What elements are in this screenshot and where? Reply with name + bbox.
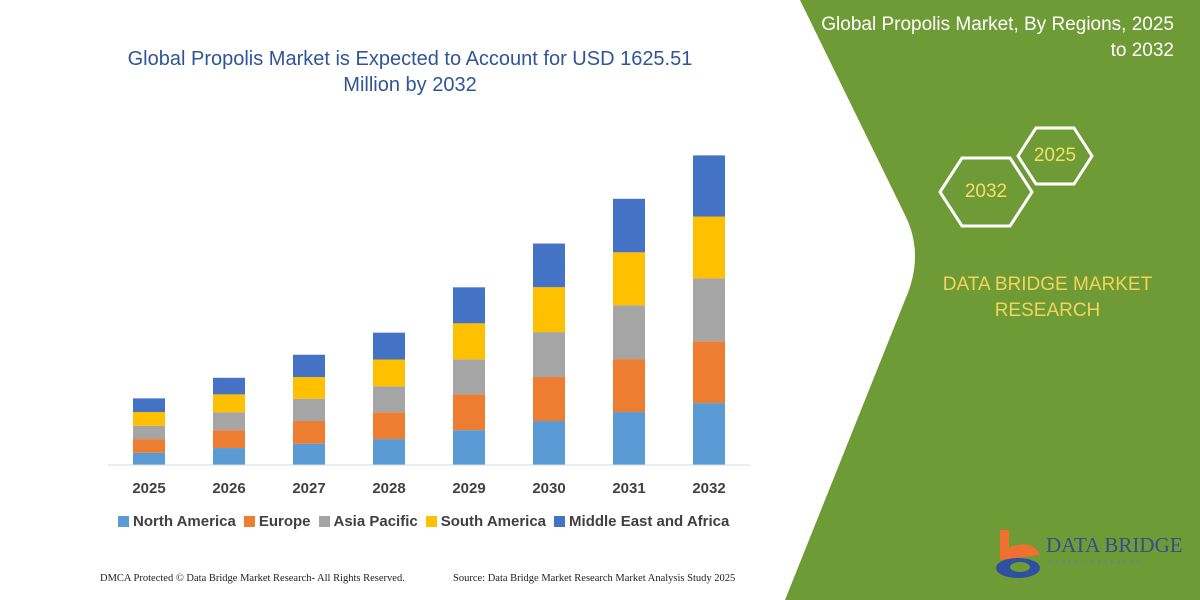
legend-item: Asia Pacific — [318, 513, 418, 530]
bar-2029-north-america — [453, 430, 485, 465]
bar-2031-south-america — [613, 252, 645, 306]
bar-2029-asia-pacific — [453, 359, 485, 395]
source-note: Source: Data Bridge Market Research Mark… — [453, 573, 736, 584]
bar-2029-europe — [453, 394, 485, 431]
legend: North America Europe Asia Pacific South Ame… — [118, 513, 729, 530]
legend-label: South America — [440, 513, 547, 530]
legend-item: North America — [118, 513, 236, 530]
bar-2025-north-america — [133, 452, 165, 465]
bar-2025-europe — [133, 439, 165, 453]
x-tick-label: 2026 — [212, 480, 246, 497]
bar-2031-middle-east-and-africa — [613, 198, 645, 253]
bar-2032-south-america — [693, 216, 725, 279]
bar-2027-europe — [293, 421, 325, 444]
bar-2026-south-america — [213, 394, 245, 413]
hexagon-2032 — [938, 156, 1034, 228]
bar-2026-asia-pacific — [213, 412, 245, 431]
x-tick-label: 2028 — [372, 480, 406, 497]
bar-2027-asia-pacific — [293, 398, 325, 422]
legend-label: Asia Pacific — [333, 513, 418, 530]
legend-item: Middle East and Africa — [554, 513, 729, 530]
bar-2027-south-america — [293, 377, 325, 399]
bar-2025-middle-east-and-africa — [133, 398, 165, 413]
bar-2028-south-america — [373, 359, 405, 387]
bar-2025-asia-pacific — [133, 425, 165, 440]
x-tick-label: 2025 — [132, 480, 166, 497]
logo-icon — [996, 530, 1040, 578]
legend-swatch — [243, 516, 255, 527]
legend-label: Europe — [258, 513, 311, 530]
copyright-note: DMCA Protected © Data Bridge Market Rese… — [100, 573, 405, 584]
bar-2031-europe — [613, 359, 645, 413]
bar-2030-europe — [533, 377, 565, 422]
bar-2032-north-america — [693, 403, 725, 465]
x-tick-label: 2030 — [532, 480, 566, 497]
bar-2027-north-america — [293, 443, 325, 465]
bar-2029-south-america — [453, 323, 485, 360]
x-tick-label: 2031 — [612, 480, 646, 497]
bar-2031-asia-pacific — [613, 305, 645, 360]
bar-2028-north-america — [373, 439, 405, 465]
bar-2028-europe — [373, 412, 405, 440]
bar-2030-asia-pacific — [533, 332, 565, 378]
x-tick-label: 2032 — [692, 480, 726, 497]
bar-2027-middle-east-and-africa — [293, 354, 325, 378]
bar-2028-asia-pacific — [373, 386, 405, 413]
bar-2031-north-america — [613, 412, 645, 465]
bar-2029-middle-east-and-africa — [453, 287, 485, 324]
legend-item: Europe — [243, 513, 311, 530]
legend-swatch — [118, 516, 129, 527]
hexagon-2025 — [1016, 126, 1094, 186]
legend-label: Middle East and Africa — [569, 513, 730, 530]
bar-2028-middle-east-and-africa — [373, 332, 405, 360]
legend-item: South America — [425, 513, 547, 530]
bar-2026-europe — [213, 430, 245, 449]
bar-2025-south-america — [133, 412, 165, 426]
logo-text: DATA BRIDGE — [1046, 533, 1183, 557]
x-tick-label: 2027 — [292, 480, 326, 497]
green-side-panel — [785, 0, 1200, 600]
bar-2032-asia-pacific — [693, 278, 725, 342]
bar-2030-middle-east-and-africa — [533, 243, 565, 288]
logo-subtext: MARKET RESEARCH — [1048, 560, 1143, 566]
legend-swatch — [554, 516, 566, 527]
bar-2030-south-america — [533, 287, 565, 333]
bar-2032-europe — [693, 341, 725, 404]
bar-2030-north-america — [533, 421, 565, 465]
bar-2026-north-america — [213, 448, 245, 465]
x-tick-label: 2029 — [452, 480, 486, 497]
brand-text: DATA BRIDGE MARKET RESEARCH — [942, 274, 1153, 321]
legend-swatch — [425, 516, 437, 527]
side-panel-title: Global Propolis Market, By Regions, 2025… — [821, 14, 1174, 61]
bar-2026-middle-east-and-africa — [213, 377, 245, 395]
legend-swatch — [318, 516, 330, 527]
plot-area — [133, 155, 725, 465]
bar-2032-middle-east-and-africa — [693, 155, 725, 217]
legend-label: North America — [133, 513, 236, 530]
hex-label-2032: 2032 — [964, 181, 1008, 202]
chart-title: Global Propolis Market is Expected to Ac… — [127, 48, 693, 96]
hex-label-2025: 2025 — [1033, 145, 1077, 166]
